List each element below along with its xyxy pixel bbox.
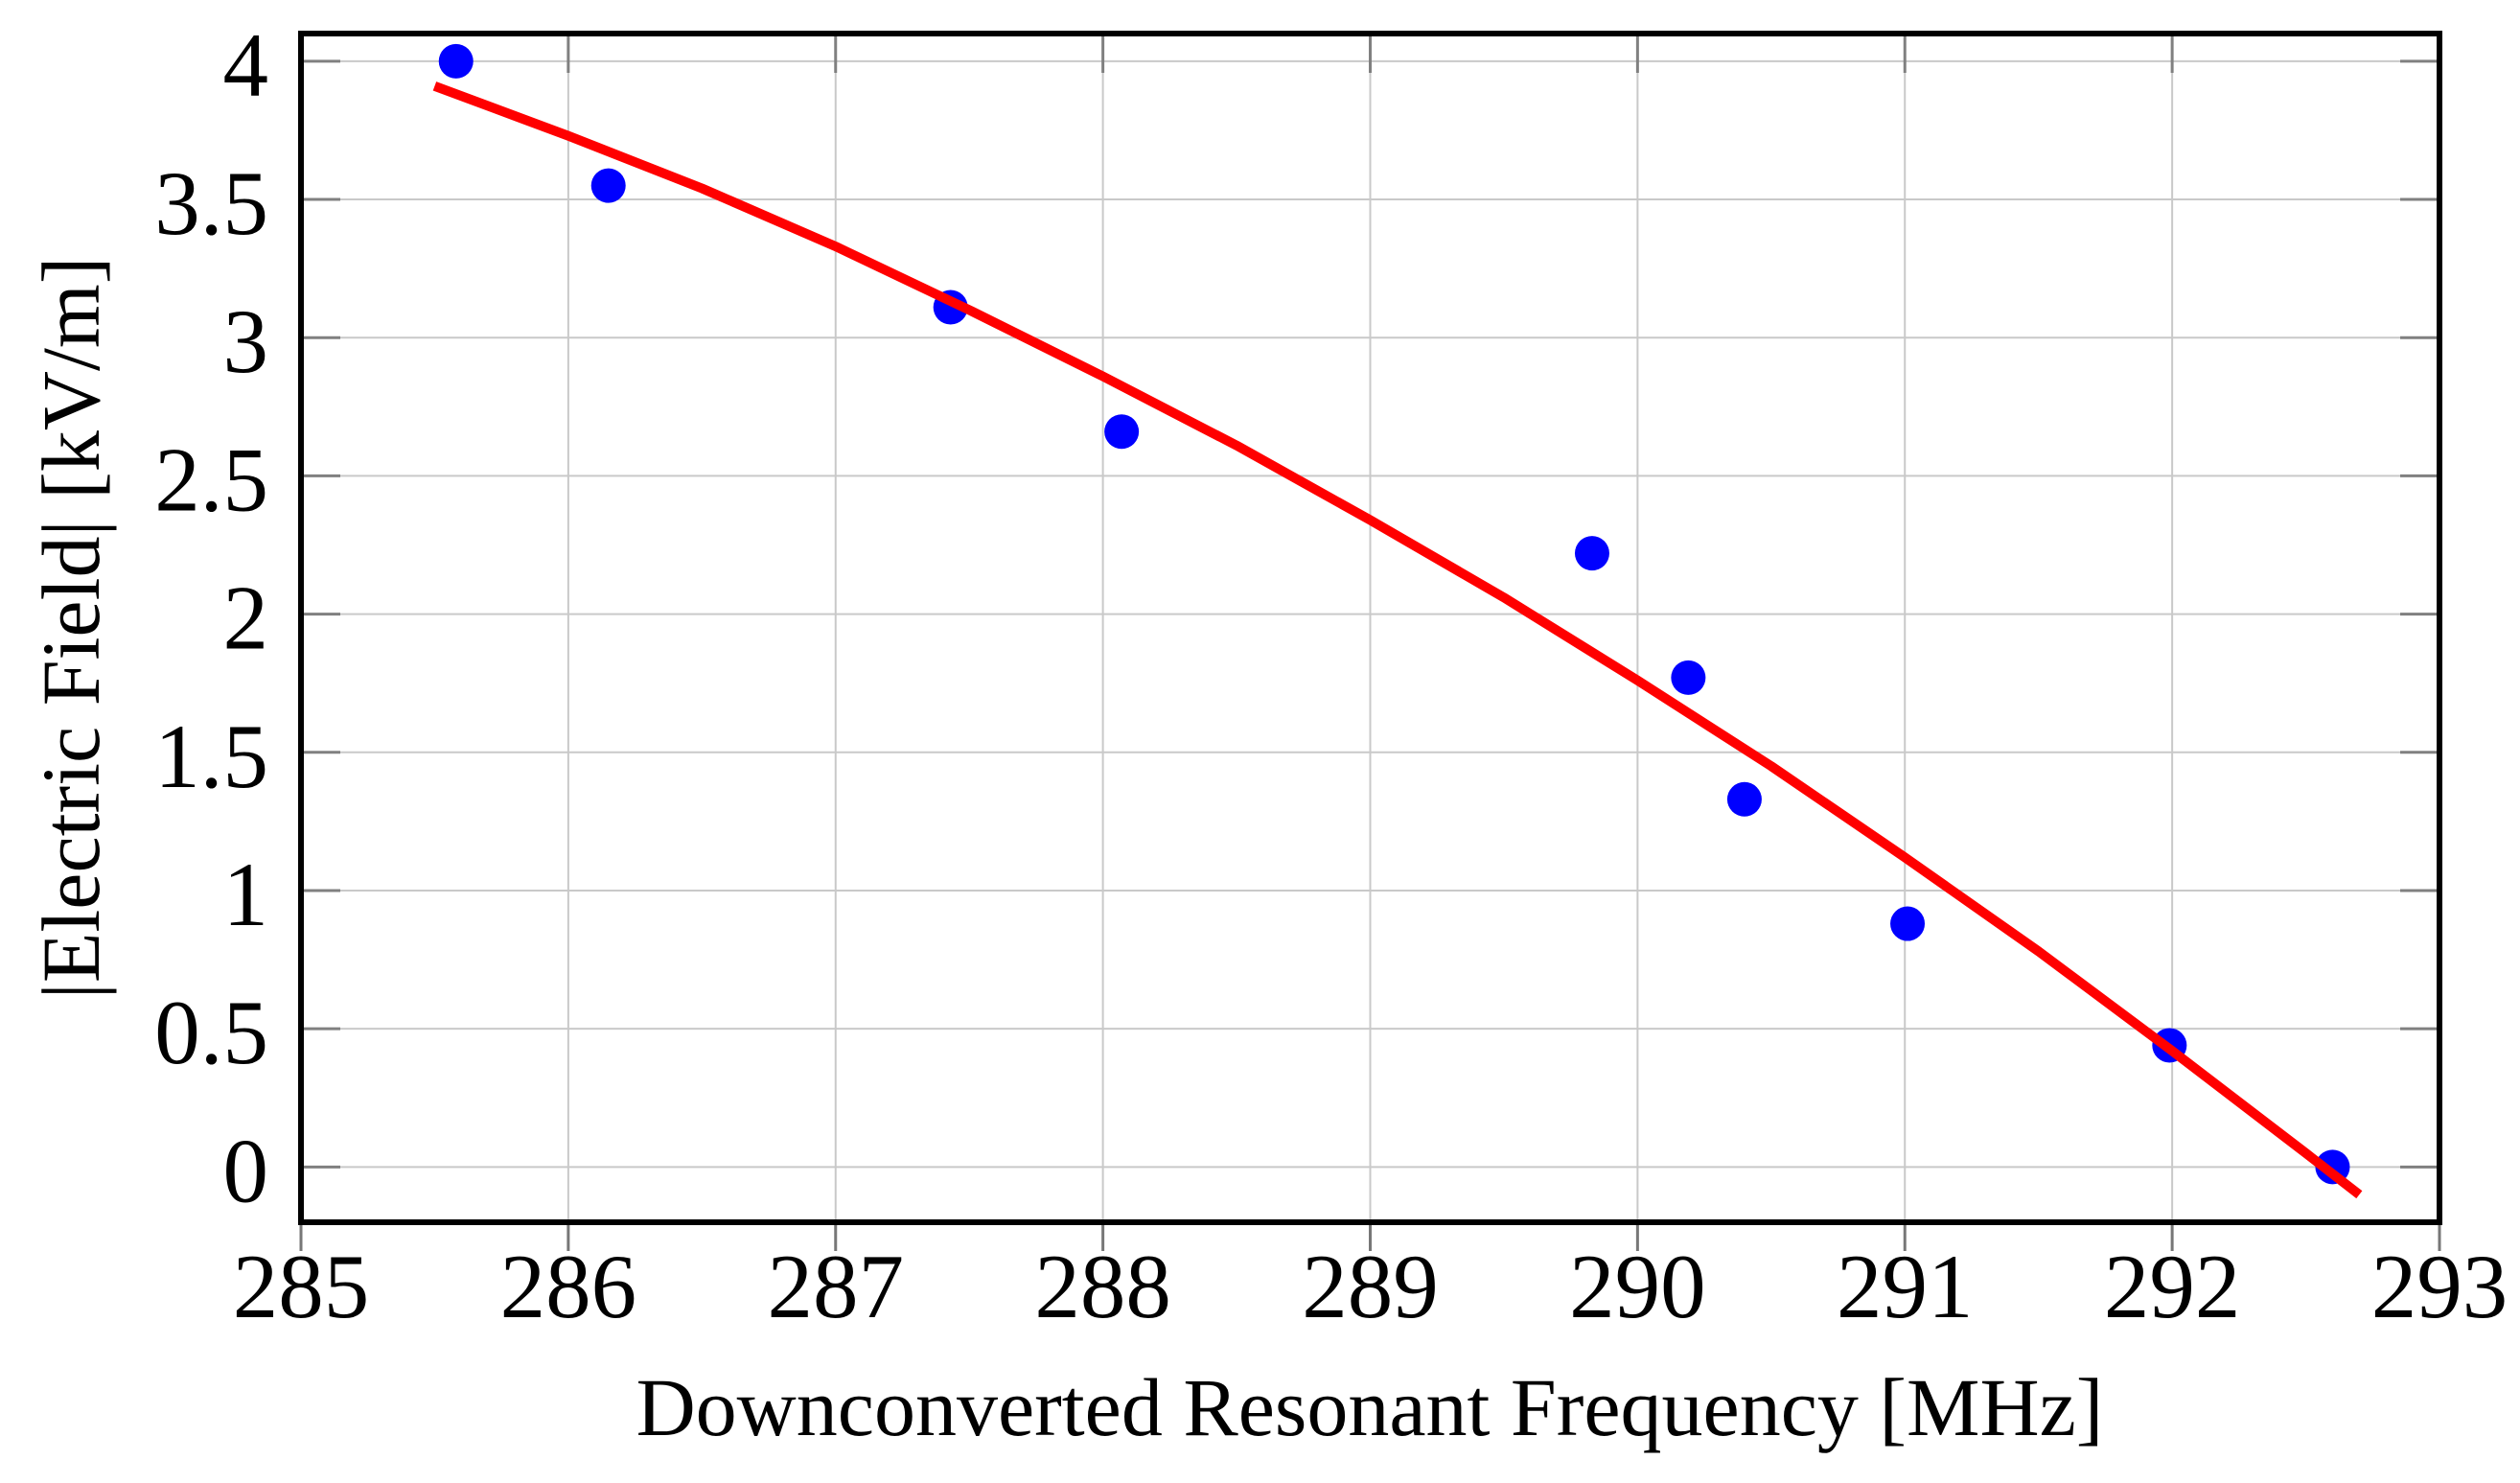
series-layer <box>432 43 2363 1199</box>
y-axis-label: |Electric Field| [kV/m] <box>25 257 117 1000</box>
x-axis-label: Downconverted Resonant Frequency [MHz] <box>636 1361 2104 1453</box>
x-tick-label: 293 <box>2371 1236 2508 1337</box>
data-point <box>590 168 626 203</box>
data-point <box>1726 781 1762 817</box>
x-tick-label: 290 <box>1569 1236 1706 1337</box>
data-point <box>438 43 474 79</box>
x-tick-label: 289 <box>1302 1236 1439 1337</box>
x-tick-label: 291 <box>1837 1236 1974 1337</box>
x-tick-label: 285 <box>233 1236 370 1337</box>
y-tick-label: 0.5 <box>154 982 268 1083</box>
data-point <box>1890 906 1926 941</box>
y-tick-label: 1 <box>223 844 269 945</box>
y-tick-label: 3.5 <box>154 152 268 254</box>
y-tick-label: 1.5 <box>154 706 268 807</box>
y-tick-label: 2.5 <box>154 429 268 530</box>
data-point <box>1574 536 1609 571</box>
fit-curve <box>432 81 2363 1199</box>
grid-layer <box>301 34 2439 1222</box>
y-tick-label: 3 <box>223 290 269 392</box>
plot-frame <box>298 31 2442 1225</box>
x-tick-label: 292 <box>2104 1236 2241 1337</box>
tick-labels-layer: 285 286 287 288 289 290 291 292 293 0 0.5 1 1.5 2 2.5 3… <box>154 14 2508 1337</box>
y-tick-label: 4 <box>223 14 269 116</box>
y-tick-label: 0 <box>223 1120 269 1221</box>
x-tick-label: 287 <box>768 1236 905 1337</box>
data-point <box>1104 414 1140 450</box>
x-tick-label: 288 <box>1034 1236 1171 1337</box>
x-tick-label: 286 <box>500 1236 637 1337</box>
y-tick-label: 2 <box>223 568 269 669</box>
data-point <box>1671 660 1706 695</box>
